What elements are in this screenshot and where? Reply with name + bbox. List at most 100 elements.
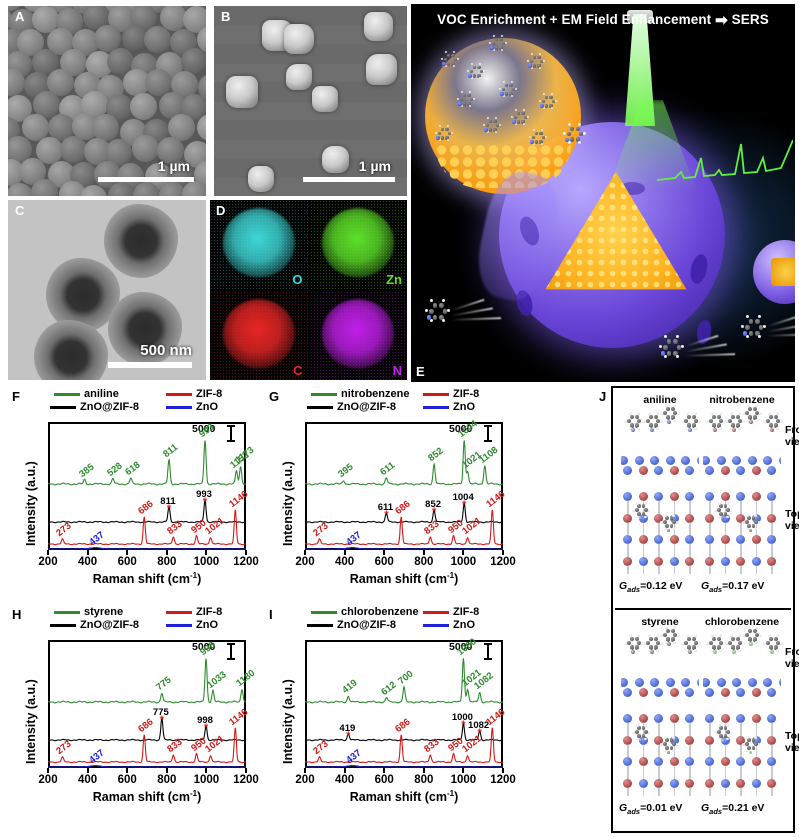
dft-front-view [703,404,784,482]
eds-element-label: N [392,363,402,378]
carbon-atom [719,734,723,738]
hydrogen-atom [675,743,679,746]
o-atom [751,757,761,766]
hydrogen-atom [746,404,750,408]
voc-molecule [562,122,587,146]
lattice-bond [709,765,711,779]
sem-particle [8,6,23,11]
lattice-bond [627,500,629,514]
hydrogen-atom [757,743,761,746]
lattice-bond [673,521,676,535]
zn-atom [763,456,773,465]
lattice-bond [755,786,758,796]
hydrogen-atom [482,124,485,127]
carbon-atom [429,309,434,314]
x-tick-label: 800 [157,556,177,568]
hydrogen-atom [501,49,504,52]
lattice-bond [673,743,676,757]
hydrogen-atom [495,131,498,134]
hydrogen-atom [738,427,742,431]
zn-atom [638,556,648,566]
zn-atom [720,778,730,788]
carbon-atom [686,636,691,641]
hydrogen-atom [441,318,445,322]
dft-top-view-slab [621,710,699,796]
legend-swatch [166,623,192,627]
hydrogen-atom [767,412,771,416]
hydrogen-atom [660,641,664,645]
nitrogen-atom [426,315,432,320]
carbon-atom [730,423,735,428]
hydrogen-atom [460,105,464,108]
carbon-atom [451,62,455,66]
hydrogen-atom [746,315,750,319]
hydrogen-atom [780,419,784,423]
carbon-atom [444,58,448,62]
carbon-atom [634,414,639,419]
arrow-right-icon: ➡ [715,12,728,29]
zn-atom [623,466,632,475]
zn-atom [736,492,746,501]
lattice-bond [771,786,773,796]
carbon-atom [438,132,442,136]
carbon-atom [494,46,498,50]
voc-molecule [658,334,685,360]
lattice-bond [689,722,691,736]
carbon-atom [646,641,651,646]
legend-swatch [166,392,192,396]
lattice-bond [740,500,742,514]
hydrogen-atom [441,299,445,303]
voc-molecule [466,62,486,81]
carbon-atom [735,423,740,428]
lattice-bond [627,765,629,779]
carbon-atom [637,419,642,424]
hydrogen-atom [694,412,698,416]
legend-item-3: ZnO [166,619,218,631]
carbon-atom [711,423,716,428]
x-tick-label: 1200 [233,774,259,786]
hydrogen-atom [538,100,541,103]
carbon-atom [539,131,543,136]
legend-item-3: ZnO [423,401,475,413]
voc-molecule [510,108,530,127]
o-atom [736,556,746,566]
peak-label-1004: 1004 [452,492,474,504]
carbon-atom [676,345,682,350]
carbon-atom [755,633,760,638]
x-tick-label: 200 [38,556,58,568]
x-tick-label: 400 [335,774,355,786]
peak-label-811: 811 [160,495,176,507]
lattice-bond [673,543,676,557]
hydrogen-atom [660,521,664,524]
zn-atom [638,778,648,788]
carbon-atom [723,504,728,509]
lattice-bond [673,722,676,736]
zn-atom [669,735,679,745]
carbon-atom [684,641,689,646]
zn-atom [685,714,695,723]
hydrogen-atom [502,95,506,98]
hydrogen-atom [714,509,718,512]
carbon-atom [579,132,584,137]
sem-particle [197,26,206,54]
scale-bar-b [303,177,395,182]
lattice-bond [658,543,660,557]
hydrogen-atom [532,143,536,146]
zn-atom [623,535,632,544]
hydrogen-atom [776,634,780,638]
dft-front-view-slab [621,676,699,704]
legend-swatch [423,392,449,396]
hydrogen-atom [479,62,482,66]
hydrogen-atom [719,412,723,416]
hydrogen-atom [492,34,496,38]
hydrogen-atom [643,641,647,645]
zn-atom [654,466,664,475]
carbon-atom [439,314,445,320]
carbon-atom [646,419,651,424]
o-atom [685,735,695,745]
carbon-atom [446,62,450,66]
carbon-atom [504,92,508,96]
lattice-bond [755,543,758,557]
carbon-atom [566,132,571,137]
adsorbed-molecule [763,412,784,438]
